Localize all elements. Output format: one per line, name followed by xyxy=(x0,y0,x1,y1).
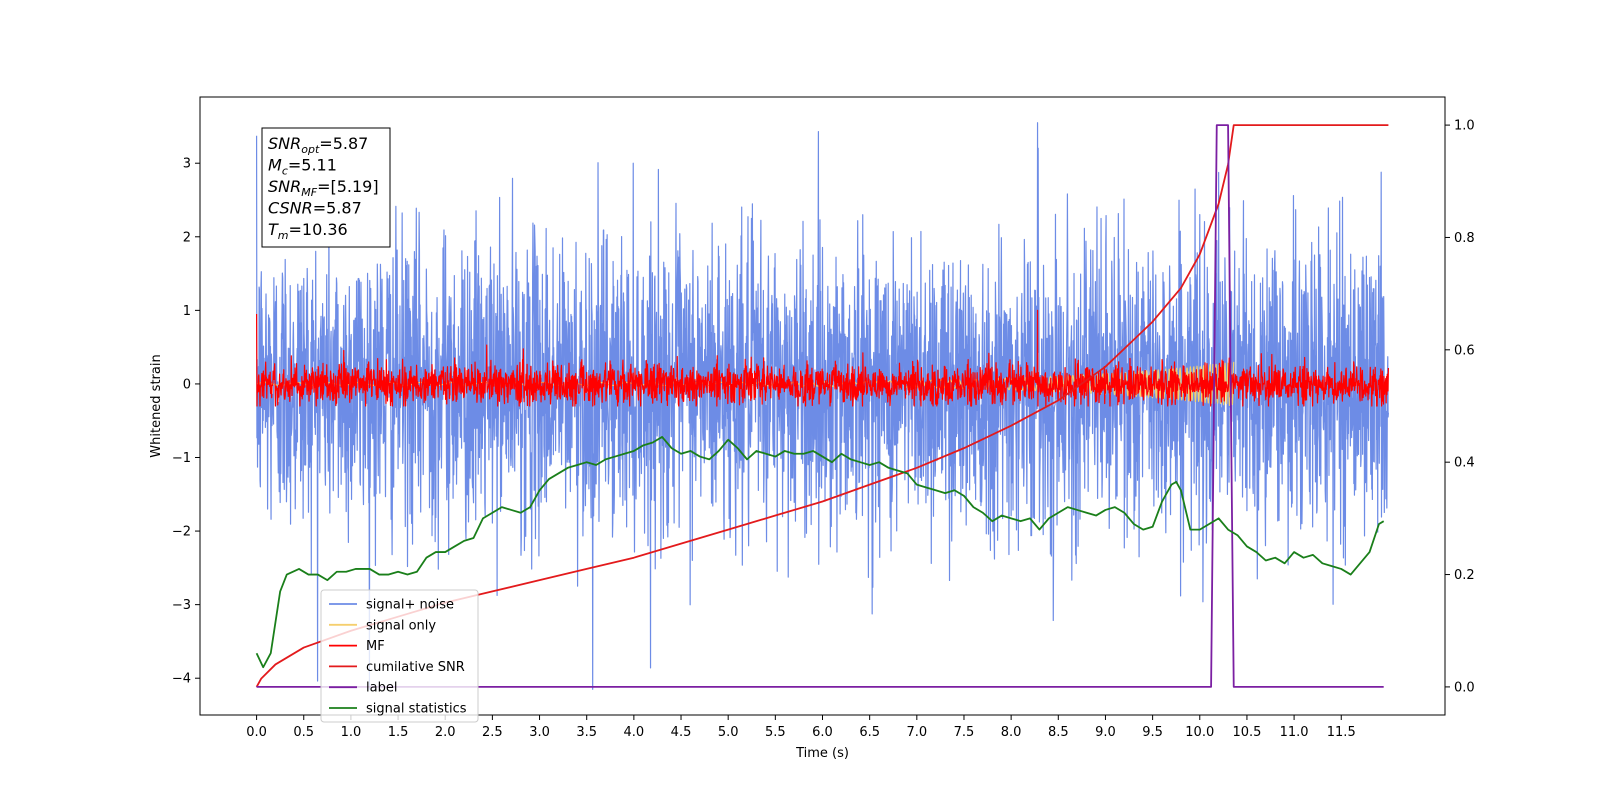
x-tick-label: 5.0 xyxy=(718,725,739,740)
stats-line: SNRopt=5.87 xyxy=(268,134,368,156)
y-tick-label-left: 2 xyxy=(183,230,191,245)
x-tick-label: 4.5 xyxy=(671,725,692,740)
x-tick-label: 11.5 xyxy=(1327,725,1356,740)
legend-label: signal statistics xyxy=(366,702,467,717)
x-tick-label: 2.0 xyxy=(435,725,456,740)
legend-label: label xyxy=(366,681,397,696)
y-tick-label-left: −3 xyxy=(172,598,191,613)
y-tick-label-left: 0 xyxy=(183,377,191,392)
y-tick-label-left: −2 xyxy=(172,525,191,540)
legend: signal+ noise signal only MF cumilative SNR… xyxy=(320,589,479,723)
y-tick-label-right: 0.4 xyxy=(1454,456,1475,471)
x-tick-label: 8.0 xyxy=(1001,725,1022,740)
y-tick-label-left: 1 xyxy=(183,304,191,319)
series-line-2 xyxy=(255,309,1390,407)
x-axis-label: Time (s) xyxy=(795,746,849,761)
legend-label: cumilative SNR xyxy=(366,660,465,675)
x-axis: 0.0 0.5 1.0 1.5 2.0 2.5 3.0 3.5 4.0 4.5 5.0 5.5 6.0 6… xyxy=(246,715,1356,740)
x-tick-label: 10.0 xyxy=(1185,725,1214,740)
x-tick-label: 7.5 xyxy=(954,725,975,740)
x-tick-label: 4.0 xyxy=(624,725,645,740)
y-tick-label-left: −1 xyxy=(172,451,191,466)
y-axis-right: 0.0 0.2 0.4 0.6 0.8 1.0 xyxy=(1445,119,1475,695)
y-axis-label: Whitened strain xyxy=(149,354,164,457)
x-tick-label: 6.0 xyxy=(812,725,833,740)
legend-label: MF xyxy=(366,639,385,654)
stats-line: Tm=10.36 xyxy=(268,220,348,242)
x-tick-label: 9.5 xyxy=(1142,725,1163,740)
x-tick-label: 6.5 xyxy=(859,725,880,740)
stats-line: CSNR=5.87 xyxy=(268,199,362,218)
legend-label: signal only xyxy=(366,618,436,633)
x-tick-label: 1.5 xyxy=(388,725,409,740)
x-tick-label: 11.0 xyxy=(1280,725,1309,740)
x-tick-label: 0.5 xyxy=(293,725,314,740)
x-tick-label: 10.5 xyxy=(1232,725,1261,740)
stats-box-frame xyxy=(261,127,391,248)
series-line-0 xyxy=(255,122,1390,690)
series-line-5 xyxy=(255,436,1385,669)
x-tick-label: 7.0 xyxy=(906,725,927,740)
y-tick-label-right: 0.2 xyxy=(1454,568,1475,583)
x-tick-label: 9.0 xyxy=(1095,725,1116,740)
y-tick-label-right: 0.6 xyxy=(1454,343,1475,358)
x-tick-label: 3.0 xyxy=(529,725,550,740)
x-tick-label: 2.5 xyxy=(482,725,503,740)
legend-frame xyxy=(320,589,479,723)
y-tick-label-right: 0.0 xyxy=(1454,680,1475,695)
y-tick-label-left: −4 xyxy=(172,672,191,687)
x-tick-label: 0.0 xyxy=(246,725,267,740)
y-axis-left: −4 −3 −2 −1 0 1 2 3 xyxy=(172,157,200,687)
stats-line: Mc=5.11 xyxy=(268,156,337,178)
x-tick-label: 1.0 xyxy=(341,725,362,740)
y-tick-label-left: 3 xyxy=(183,157,191,172)
x-tick-label: 5.5 xyxy=(765,725,786,740)
x-tick-label: 8.5 xyxy=(1048,725,1069,740)
y-tick-label-right: 1.0 xyxy=(1454,119,1475,134)
x-tick-label: 3.5 xyxy=(576,725,597,740)
legend-label: signal+ noise xyxy=(366,598,454,613)
stats-line: SNRMF=[5.19] xyxy=(268,177,379,199)
y-tick-label-right: 0.8 xyxy=(1454,231,1475,246)
series-line-4 xyxy=(256,124,1384,688)
